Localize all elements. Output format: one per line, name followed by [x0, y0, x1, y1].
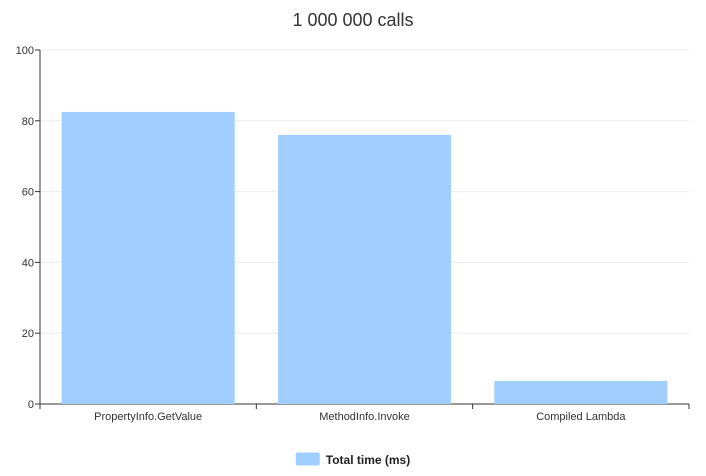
x-tick-label: PropertyInfo.GetValue — [94, 411, 202, 423]
bar — [61, 111, 235, 404]
legend-swatch — [295, 452, 320, 466]
y-tick-label: 80 — [22, 116, 34, 128]
x-tick-label: MethodInfo.Invoke — [319, 411, 410, 423]
y-tick-label: 0 — [28, 399, 34, 411]
legend-label: Total time (ms) — [326, 453, 410, 467]
chart-title: 1 000 000 calls — [292, 10, 414, 30]
y-tick-label: 60 — [22, 187, 34, 199]
y-tick-label: 20 — [22, 328, 34, 340]
y-tick-label: 100 — [16, 45, 34, 57]
y-tick-label: 40 — [22, 257, 34, 269]
x-tick-label: Compiled Lambda — [536, 411, 626, 423]
bar — [494, 380, 668, 404]
bar — [277, 134, 452, 404]
